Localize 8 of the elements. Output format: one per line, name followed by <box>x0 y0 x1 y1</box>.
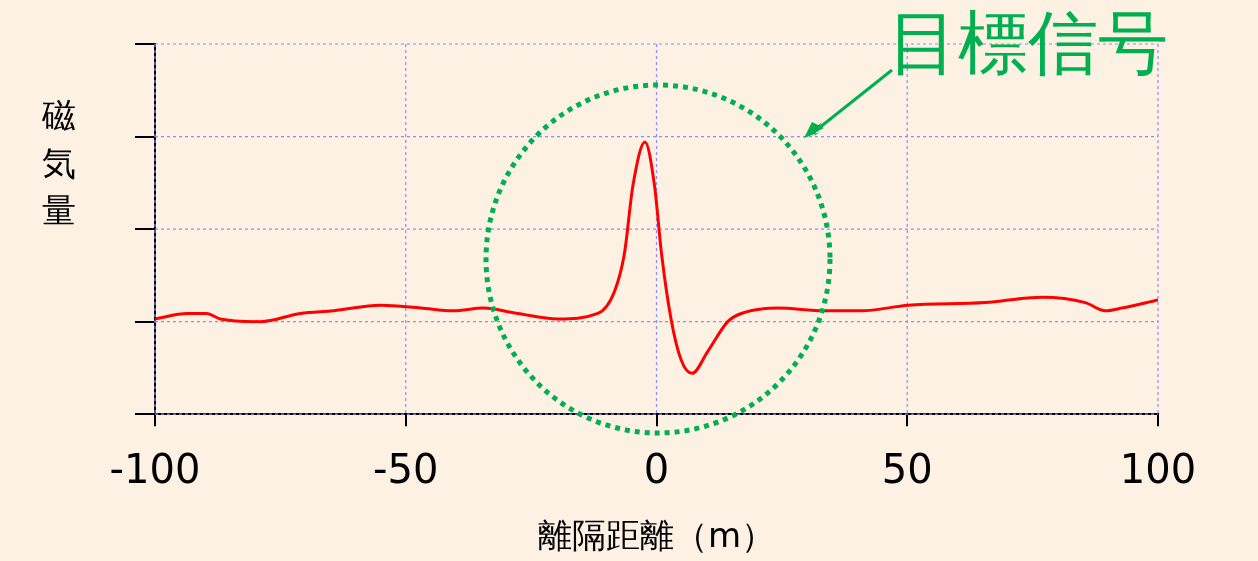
x-tick-label: -100 <box>109 445 201 492</box>
x-tick-label: 100 <box>1119 445 1197 492</box>
x-axis-title: 離隔距離（m） <box>537 515 776 556</box>
y-axis-title: 磁気量 <box>42 94 76 233</box>
text: 目標信号 <box>888 2 1168 84</box>
x-tick-label: -50 <box>373 445 439 492</box>
x-tick-label: 50 <box>881 445 933 492</box>
x-tick-label: 0 <box>643 445 670 492</box>
